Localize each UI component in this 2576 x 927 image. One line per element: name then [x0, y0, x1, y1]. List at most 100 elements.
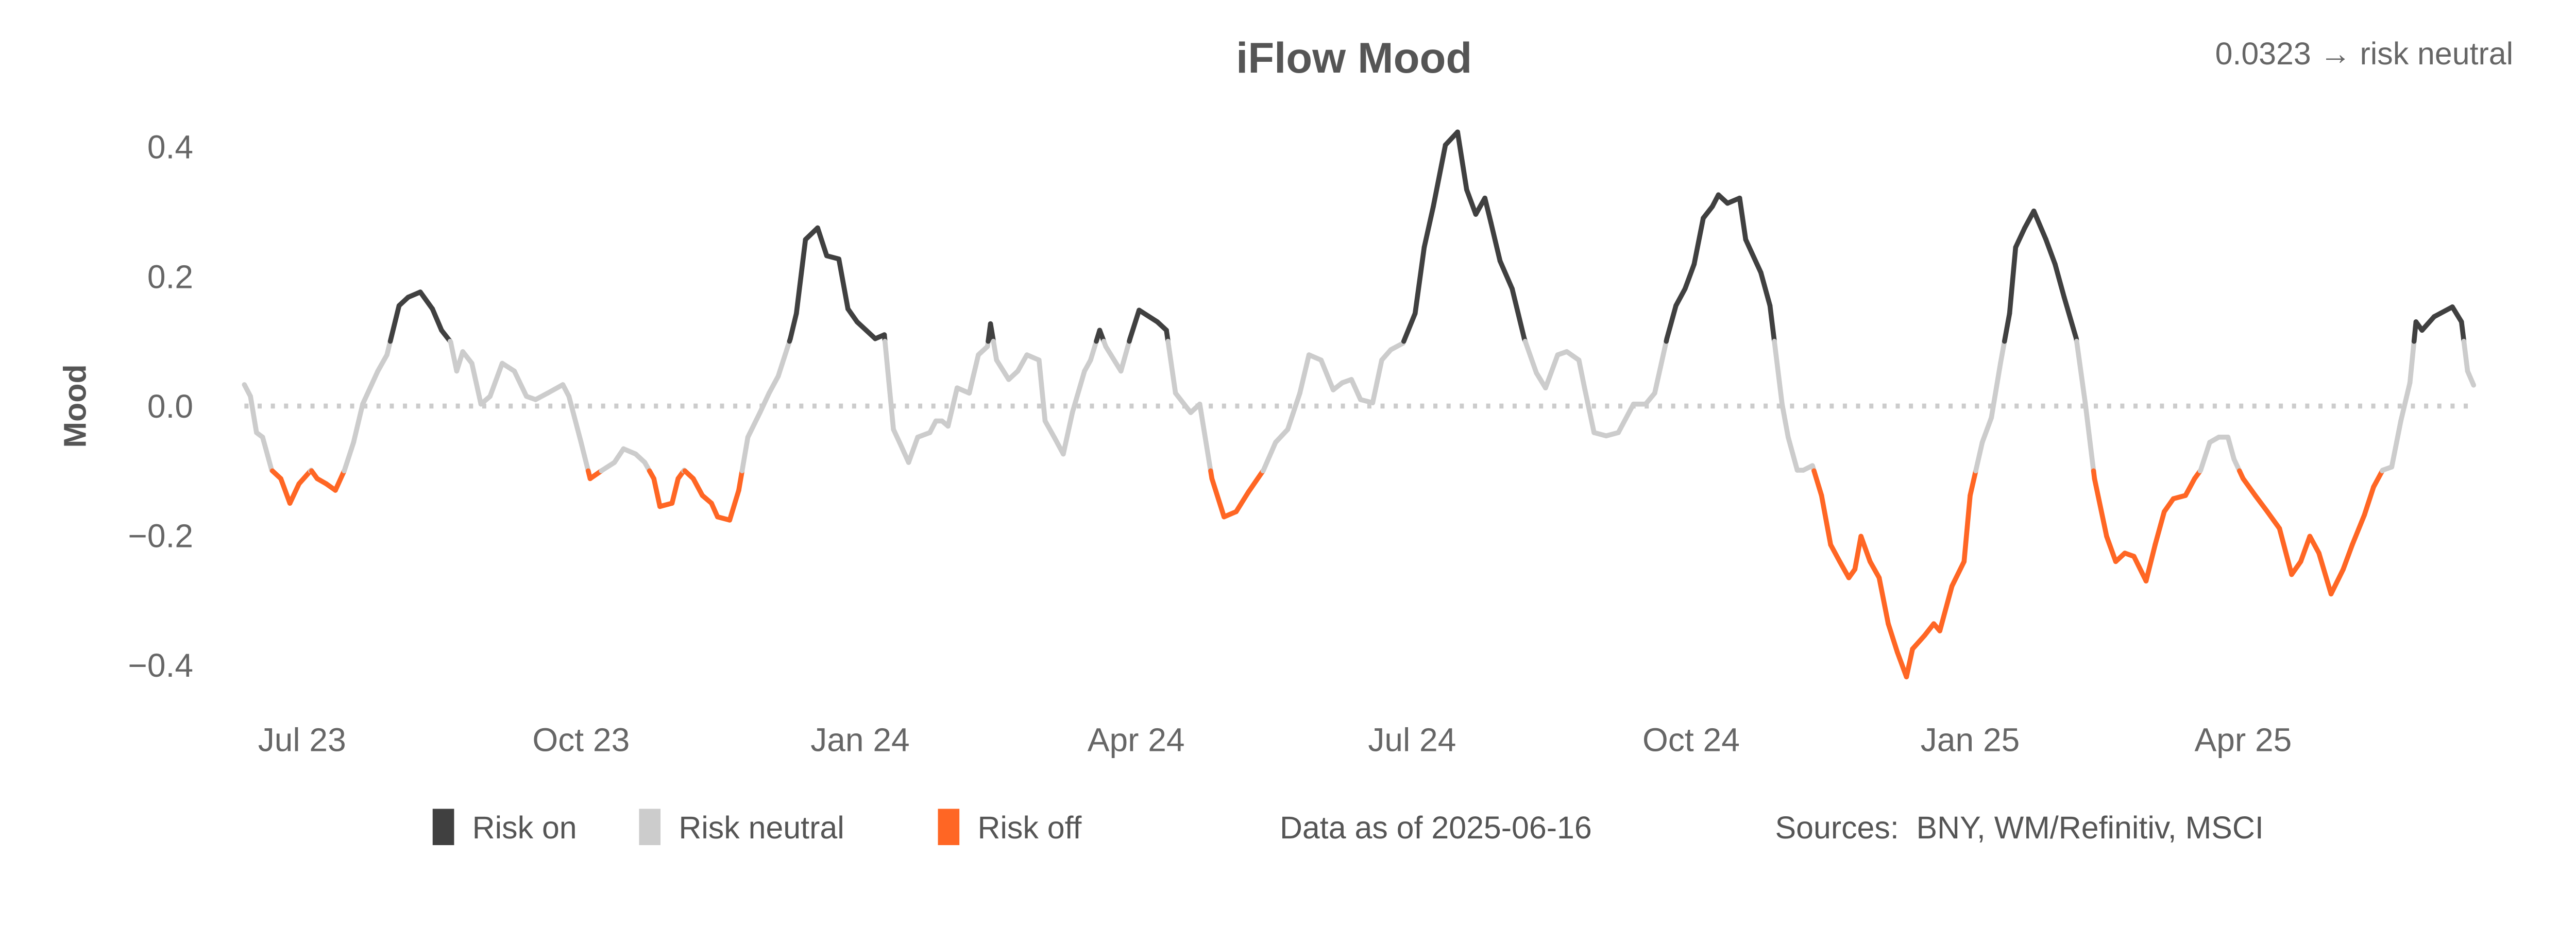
segment-risk-on — [2053, 262, 2067, 300]
segment-risk-off — [2183, 476, 2197, 498]
segment-risk-neutral — [1973, 440, 1985, 474]
segment-risk-neutral — [767, 373, 781, 396]
y-axis-label: Mood — [58, 364, 93, 448]
segment-risk-neutral — [1261, 440, 1278, 473]
segment-risk-off — [1811, 468, 1824, 498]
segment-risk-neutral — [1616, 401, 1636, 435]
segment-risk-off — [2131, 554, 2149, 583]
segment-risk-off — [278, 476, 293, 506]
segment-risk-neutral — [1173, 390, 1193, 415]
segment-risk-off — [1886, 621, 1900, 655]
segment-risk-neutral — [1652, 338, 1669, 396]
segment-risk-off — [2104, 534, 2119, 564]
segment-risk-off — [2143, 542, 2158, 583]
legend-swatch-risk-on — [432, 809, 454, 846]
segment-risk-off — [1852, 534, 1863, 572]
segment-risk-off — [1209, 476, 1227, 520]
segment-risk-on — [1510, 286, 1527, 341]
segment-risk-neutral — [360, 368, 381, 407]
segment-risk-neutral — [566, 393, 584, 445]
segment-risk-off — [1837, 559, 1852, 580]
segment-risk-on — [2419, 314, 2437, 333]
segment-risk-neutral — [945, 385, 960, 429]
x-tick-label: Apr 25 — [2194, 721, 2292, 758]
segment-risk-neutral — [1070, 368, 1087, 415]
segment-risk-neutral — [882, 338, 896, 432]
segment-risk-neutral — [745, 410, 762, 440]
segment-risk-on — [836, 256, 851, 312]
segment-risk-neutral — [351, 401, 365, 445]
x-axis-ticks: Jul 23 Oct 23 Jan 24 Apr 24 Jul 24 Oct 24 Jan … — [258, 721, 2292, 758]
segment-risk-neutral — [342, 440, 357, 473]
segment-risk-neutral — [1576, 357, 1588, 392]
segment-risk-off — [690, 476, 705, 498]
segment-risk-neutral — [1273, 426, 1291, 445]
segment-risk-on — [1488, 220, 1503, 264]
segment-risk-neutral — [1998, 338, 2007, 366]
y-tick-label: 0.0 — [147, 388, 193, 425]
segment-risk-on — [845, 306, 860, 324]
segment-risk-neutral — [1042, 418, 1057, 440]
segment-risk-off — [1937, 583, 1955, 633]
segment-risk-on — [1673, 286, 1688, 308]
segment-risk-off — [287, 481, 302, 506]
segment-risk-neutral — [1088, 338, 1099, 363]
legend-label-risk-off: Risk off — [977, 810, 1081, 845]
segment-risk-neutral — [1772, 338, 1785, 407]
segment-risk-off — [1968, 468, 1978, 498]
segment-risk-neutral — [2225, 435, 2237, 462]
segment-risk-on — [1767, 303, 1777, 344]
y-tick-label: 0.4 — [147, 129, 193, 166]
segment-risk-neutral — [897, 440, 911, 465]
segment-risk-on — [430, 306, 444, 333]
segment-risk-neutral — [1036, 357, 1048, 424]
x-tick-label: Jul 24 — [1368, 721, 1456, 758]
segment-risk-on — [2022, 208, 2037, 231]
segment-risk-on — [1758, 270, 1773, 308]
segment-risk-on — [1482, 195, 1494, 226]
legend-label-risk-neutral: Risk neutral — [679, 810, 844, 845]
segment-risk-neutral — [739, 435, 751, 474]
x-tick-label: Apr 24 — [1088, 721, 1185, 758]
segment-risk-neutral — [545, 382, 566, 396]
segment-risk-neutral — [1285, 390, 1302, 432]
segment-risk-neutral — [1197, 401, 1213, 474]
segment-risk-on — [1431, 142, 1448, 209]
segment-risk-on — [1401, 311, 1418, 344]
segment-risk-on — [418, 289, 435, 312]
segment-risk-on — [988, 321, 996, 344]
sources: Sources: BNY, WM/Refinitiv, MSCI — [1775, 810, 2264, 845]
segment-risk-off — [2341, 542, 2355, 572]
current-mood-status: 0.0323 → risk neutral — [2215, 36, 2514, 71]
segment-risk-neutral — [1543, 352, 1561, 391]
segment-risk-neutral — [1349, 377, 1363, 402]
segment-risk-off — [333, 468, 347, 493]
segment-risk-off — [2252, 493, 2270, 514]
segment-risk-off — [1910, 632, 1927, 652]
segment-risk-on — [1682, 262, 1697, 291]
legend-swatch-risk-off — [938, 809, 960, 846]
segment-risk-neutral — [1786, 435, 1800, 473]
segment-risk-neutral — [2407, 338, 2417, 385]
segment-risk-off — [2161, 496, 2176, 514]
segment-risk-on — [2031, 208, 2049, 242]
x-tick-label: Jan 25 — [1921, 721, 2020, 758]
y-axis-ticks: 0.4 0.2 0.0 −0.2 −0.4 — [128, 129, 193, 684]
segment-risk-neutral — [375, 352, 389, 374]
mood-series — [242, 129, 2477, 680]
segment-risk-off — [2362, 484, 2376, 518]
segment-risk-on — [815, 225, 829, 259]
segment-risk-off — [1246, 468, 1266, 495]
segment-risk-neutral — [1989, 360, 2003, 420]
segment-risk-off — [296, 468, 313, 487]
segment-risk-off — [2316, 551, 2334, 597]
x-tick-label: Oct 24 — [1642, 721, 1740, 758]
segment-risk-on — [2013, 225, 2027, 250]
segment-risk-neutral — [1370, 357, 1384, 405]
legend-label-risk-on: Risk on — [472, 810, 577, 845]
x-tick-label: Oct 23 — [532, 721, 630, 758]
segment-risk-off — [1867, 559, 1882, 580]
segment-risk-neutral — [991, 338, 999, 363]
segment-risk-neutral — [967, 352, 981, 396]
segment-risk-on — [1737, 195, 1749, 242]
